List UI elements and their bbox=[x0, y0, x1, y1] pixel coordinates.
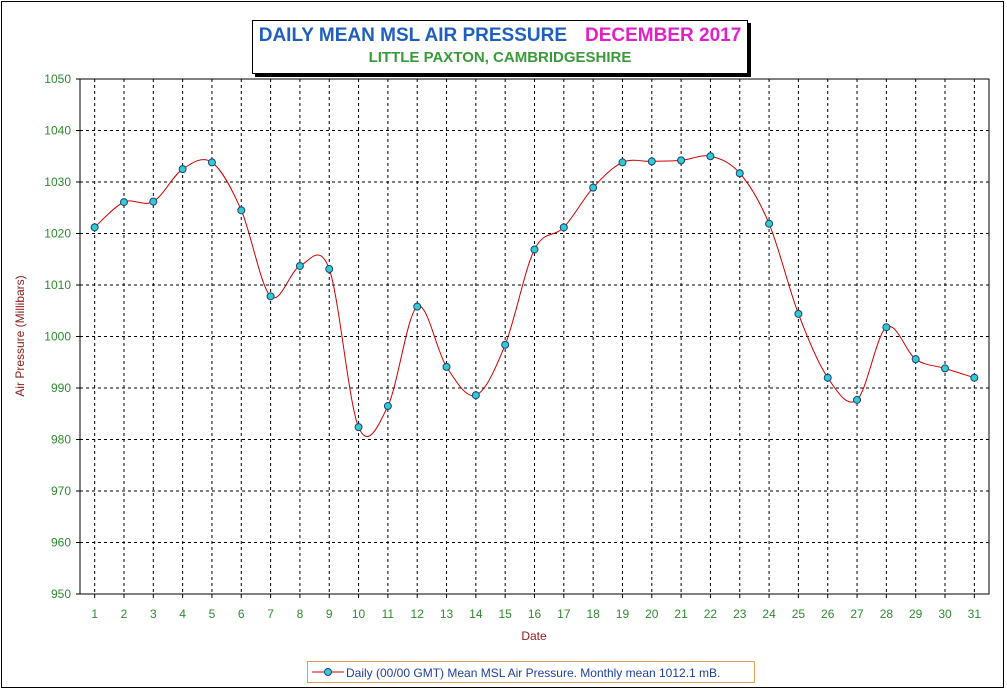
legend-label: Daily (00/00 GMT) Mean MSL Air Pressure.… bbox=[346, 666, 721, 680]
x-tick-label: 19 bbox=[616, 607, 630, 621]
x-tick-label: 21 bbox=[674, 607, 688, 621]
x-tick-label: 7 bbox=[267, 607, 274, 621]
y-tick-label: 1030 bbox=[44, 175, 71, 189]
x-tick-label: 20 bbox=[645, 607, 659, 621]
x-tick-label: 2 bbox=[121, 607, 128, 621]
data-point bbox=[794, 309, 803, 318]
legend-swatch bbox=[312, 668, 344, 676]
x-tick-label: 22 bbox=[704, 607, 718, 621]
grid bbox=[80, 79, 989, 594]
data-point bbox=[383, 402, 392, 411]
x-axis-title: Date bbox=[521, 629, 547, 643]
data-point bbox=[295, 261, 304, 270]
x-tick-label: 25 bbox=[792, 607, 806, 621]
x-tick-label: 3 bbox=[150, 607, 157, 621]
data-point bbox=[735, 169, 744, 178]
x-tick-label: 24 bbox=[762, 607, 776, 621]
data-point bbox=[706, 152, 715, 161]
series-markers bbox=[90, 152, 979, 432]
y-tick-label: 1040 bbox=[44, 124, 71, 138]
y-tick-label: 1010 bbox=[44, 278, 71, 292]
data-point bbox=[471, 391, 480, 400]
data-point bbox=[207, 158, 216, 167]
x-tick-label: 23 bbox=[733, 607, 747, 621]
data-point bbox=[765, 219, 774, 228]
x-tick-label: 5 bbox=[209, 607, 216, 621]
data-point bbox=[853, 395, 862, 404]
data-point bbox=[677, 156, 686, 165]
y-tick-label: 1000 bbox=[44, 330, 71, 344]
data-point bbox=[559, 223, 568, 232]
y-axis-title: Air Pressure (Millibars) bbox=[13, 275, 27, 396]
x-tick-label: 1 bbox=[91, 607, 98, 621]
data-point bbox=[354, 423, 363, 432]
data-point bbox=[149, 197, 158, 206]
data-point bbox=[911, 355, 920, 364]
y-tick-label: 1050 bbox=[44, 72, 71, 86]
y-tick-label: 980 bbox=[51, 433, 71, 447]
x-tick-label: 27 bbox=[850, 607, 864, 621]
chart-subtitle: LITTLE PAXTON, CAMBRIDGESHIRE bbox=[368, 49, 632, 66]
data-point bbox=[237, 206, 246, 215]
x-tick-label: 16 bbox=[528, 607, 542, 621]
x-tick-label: 4 bbox=[179, 607, 186, 621]
x-tick-label: 6 bbox=[238, 607, 245, 621]
data-point bbox=[647, 157, 656, 166]
legend: Daily (00/00 GMT) Mean MSL Air Pressure.… bbox=[307, 661, 755, 683]
data-point bbox=[589, 183, 598, 192]
y-axis-ticks: 950 960 970 980 990 1000 1010 1020 1030 1040 1050 bbox=[44, 72, 80, 601]
x-tick-label: 28 bbox=[880, 607, 894, 621]
x-tick-label: 11 bbox=[382, 607, 395, 621]
x-tick-label: 12 bbox=[411, 607, 425, 621]
x-tick-label: 9 bbox=[326, 607, 333, 621]
title-line: DAILY MEAN MSL AIR PRESSURE DECEMBER 2017 bbox=[253, 25, 747, 47]
data-point bbox=[970, 373, 979, 382]
x-tick-label: 13 bbox=[440, 607, 454, 621]
data-point bbox=[618, 158, 627, 167]
data-point bbox=[442, 362, 451, 371]
y-tick-label: 950 bbox=[51, 587, 71, 601]
y-tick-label: 960 bbox=[51, 536, 71, 550]
y-tick-label: 1020 bbox=[44, 227, 71, 241]
y-tick-label: 990 bbox=[51, 381, 71, 395]
x-tick-label: 31 bbox=[968, 607, 982, 621]
data-point bbox=[823, 373, 832, 382]
data-point bbox=[530, 245, 539, 254]
x-tick-label: 17 bbox=[557, 607, 571, 621]
data-point bbox=[882, 323, 891, 332]
data-point bbox=[413, 302, 422, 311]
x-tick-label: 26 bbox=[821, 607, 835, 621]
data-point bbox=[325, 265, 334, 274]
data-point bbox=[90, 223, 99, 232]
data-point bbox=[119, 198, 128, 207]
x-axis-ticks: 1 2 3 4 5 6 7 8 9 10 11 12 13 14 15 16 17 18 19 20 21 22 23 24 2… bbox=[91, 594, 981, 621]
chart-title: DAILY MEAN MSL AIR PRESSURE bbox=[258, 25, 567, 46]
data-point bbox=[178, 165, 187, 174]
plot-area bbox=[79, 78, 990, 595]
data-point bbox=[501, 340, 510, 349]
x-tick-label: 18 bbox=[586, 607, 600, 621]
x-tick-label: 14 bbox=[469, 607, 483, 621]
data-point bbox=[266, 292, 275, 301]
y-tick-label: 970 bbox=[51, 484, 71, 498]
x-tick-label: 30 bbox=[938, 607, 952, 621]
title-box: DAILY MEAN MSL AIR PRESSURE DECEMBER 2017… bbox=[252, 20, 748, 74]
x-tick-label: 10 bbox=[352, 607, 366, 621]
x-tick-label: 29 bbox=[909, 607, 923, 621]
chart-title-month: DECEMBER 2017 bbox=[585, 25, 742, 46]
x-tick-label: 15 bbox=[498, 607, 512, 621]
data-point bbox=[941, 364, 950, 373]
x-tick-label: 8 bbox=[297, 607, 304, 621]
